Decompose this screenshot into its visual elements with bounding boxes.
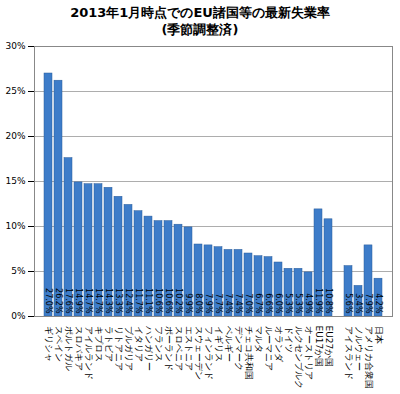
svg-text:10.6%: 10.6% bbox=[154, 288, 163, 314]
svg-text:17.6%: 17.6% bbox=[64, 288, 73, 314]
svg-text:14.9%: 14.9% bbox=[74, 288, 83, 314]
svg-text:10.8%: 10.8% bbox=[324, 288, 333, 314]
svg-text:日本: 日本 bbox=[374, 326, 384, 344]
svg-text:オランダ: オランダ bbox=[274, 326, 284, 363]
svg-text:フィンランド: フィンランド bbox=[204, 326, 214, 380]
svg-text:9.9%: 9.9% bbox=[184, 293, 193, 314]
svg-text:エストニア: エストニア bbox=[184, 326, 194, 371]
svg-text:チェコ共和国: チェコ共和国 bbox=[244, 326, 254, 380]
svg-text:4.9%: 4.9% bbox=[304, 293, 313, 314]
svg-text:10.2%: 10.2% bbox=[174, 288, 183, 314]
svg-text:3.4%: 3.4% bbox=[354, 293, 363, 314]
svg-text:10.6%: 10.6% bbox=[164, 288, 173, 314]
svg-text:5.3%: 5.3% bbox=[294, 293, 303, 314]
svg-text:6.7%: 6.7% bbox=[254, 293, 263, 314]
svg-text:20%: 20% bbox=[5, 131, 25, 141]
svg-text:30%: 30% bbox=[5, 41, 25, 51]
svg-text:0%: 0% bbox=[11, 311, 26, 321]
svg-text:アメリカ合衆国: アメリカ合衆国 bbox=[364, 326, 374, 389]
svg-text:7.7%: 7.7% bbox=[214, 293, 223, 314]
svg-text:ベルギー: ベルギー bbox=[224, 326, 234, 362]
svg-text:ギリシャ: ギリシャ bbox=[44, 326, 54, 362]
svg-text:8.0%: 8.0% bbox=[194, 293, 203, 314]
svg-text:アイスランド: アイスランド bbox=[344, 326, 354, 380]
svg-text:12.4%: 12.4% bbox=[124, 288, 133, 314]
svg-text:イギリス: イギリス bbox=[214, 326, 224, 362]
svg-text:25%: 25% bbox=[5, 86, 25, 96]
svg-text:ハンガリー: ハンガリー bbox=[144, 325, 154, 371]
svg-text:5.3%: 5.3% bbox=[284, 293, 293, 314]
svg-text:ポルトガル: ポルトガル bbox=[64, 326, 74, 371]
svg-text:スロベニア: スロベニア bbox=[174, 326, 184, 371]
html-text:2013年1月時点でのEU諸国等の最新失業率: 2013年1月時点でのEU諸国等の最新失業率 bbox=[70, 5, 330, 20]
svg-text:4.2%: 4.2% bbox=[374, 293, 383, 314]
svg-text:7.4%: 7.4% bbox=[234, 293, 243, 314]
svg-text:15%: 15% bbox=[5, 176, 25, 186]
svg-text:13.3%: 13.3% bbox=[114, 288, 123, 314]
svg-text:7.9%: 7.9% bbox=[364, 293, 373, 314]
svg-text:5.6%: 5.6% bbox=[344, 293, 353, 314]
svg-text:6.6%: 6.6% bbox=[264, 293, 273, 314]
svg-text:フランス: フランス bbox=[154, 326, 164, 362]
svg-text:EU27か国: EU27か国 bbox=[324, 326, 334, 368]
svg-text:14.7%: 14.7% bbox=[94, 288, 103, 314]
svg-text:26.2%: 26.2% bbox=[54, 288, 63, 314]
svg-text:ラトビア: ラトビア bbox=[104, 326, 114, 362]
svg-text:アイルランド: アイルランド bbox=[84, 326, 94, 380]
svg-text:スウェーデン: スウェーデン bbox=[194, 326, 204, 380]
svg-text:6.0%: 6.0% bbox=[274, 293, 283, 314]
html-text:(季節調整済): (季節調整済) bbox=[161, 22, 239, 37]
svg-text:14.3%: 14.3% bbox=[104, 288, 113, 314]
svg-text:11.9%: 11.9% bbox=[314, 288, 323, 314]
svg-text:EU17か国: EU17か国 bbox=[314, 326, 324, 368]
svg-text:オーストリア: オーストリア bbox=[304, 326, 314, 380]
svg-text:7.0%: 7.0% bbox=[244, 293, 253, 314]
svg-text:10%: 10% bbox=[5, 221, 25, 231]
svg-text:キプロス: キプロス bbox=[94, 326, 104, 362]
svg-text:ルーマニア: ルーマニア bbox=[264, 326, 274, 371]
svg-text:スロバキア: スロバキア bbox=[74, 326, 84, 371]
svg-text:ブルガリア: ブルガリア bbox=[124, 326, 134, 371]
svg-text:11.7%: 11.7% bbox=[134, 288, 143, 314]
svg-text:7.4%: 7.4% bbox=[224, 293, 233, 314]
svg-text:ルクセンブルク: ルクセンブルク bbox=[294, 326, 304, 389]
svg-text:27.0%: 27.0% bbox=[44, 288, 53, 314]
svg-text:ドイツ: ドイツ bbox=[284, 326, 294, 353]
svg-text:14.7%: 14.7% bbox=[84, 288, 93, 314]
svg-text:リトアニア: リトアニア bbox=[114, 326, 124, 371]
svg-text:イタリア: イタリア bbox=[134, 326, 144, 362]
svg-text:ポーランド: ポーランド bbox=[164, 326, 174, 371]
svg-text:5%: 5% bbox=[11, 266, 26, 276]
svg-text:マルタ: マルタ bbox=[254, 326, 264, 353]
svg-text:11.1%: 11.1% bbox=[144, 288, 153, 314]
svg-text:7.9%: 7.9% bbox=[204, 293, 213, 314]
svg-text:スペイン: スペイン bbox=[54, 326, 64, 362]
svg-text:ノルウェー: ノルウェー bbox=[354, 326, 364, 371]
svg-text:デンマーク: デンマーク bbox=[234, 326, 244, 371]
